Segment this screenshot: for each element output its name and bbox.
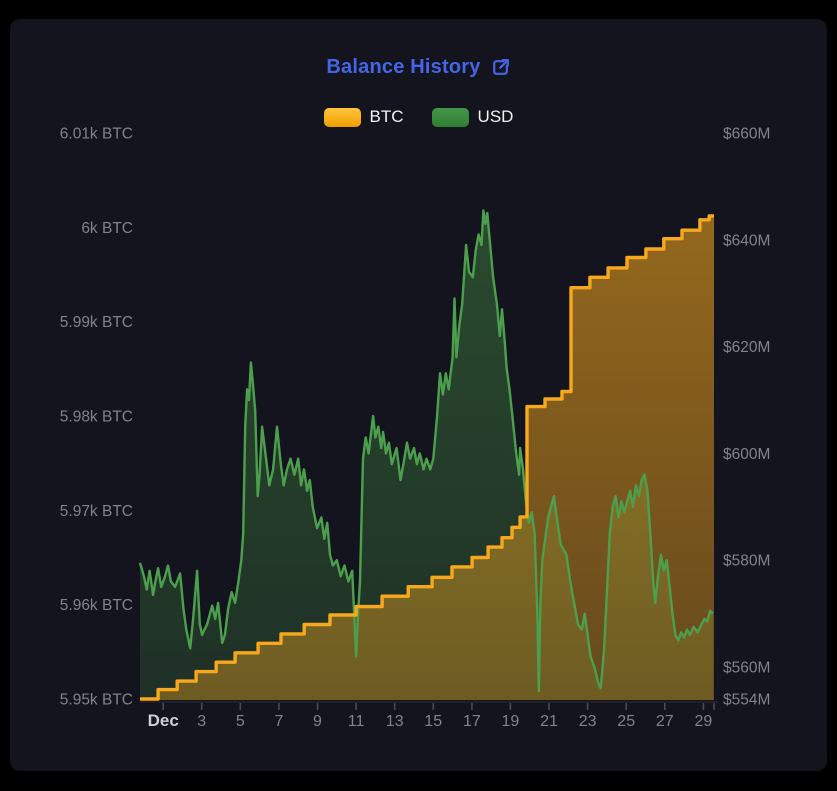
x-axis-labels: Dec 3 5 7 9 11 13 15 17 19 21 23 25 27 29	[148, 703, 715, 730]
x-axis-label: 29	[695, 713, 713, 730]
usd-axis-label: $560M	[723, 660, 770, 677]
x-axis-label: 23	[579, 713, 597, 730]
btc-swatch-icon	[323, 107, 361, 127]
y-axis-left-labels: 6.01k BTC 6k BTC 5.99k BTC 5.98k BTC 5.97k B…	[60, 126, 133, 709]
page-title[interactable]: Balance History	[326, 56, 481, 78]
btc-axis-label: 5.97k BTC	[60, 503, 133, 520]
usd-area	[140, 210, 713, 700]
x-axis-label: 21	[540, 713, 558, 730]
external-link-icon[interactable]	[490, 57, 511, 78]
chart-header: Balance History	[0, 56, 837, 79]
btc-axis-label: 6k BTC	[81, 220, 133, 237]
btc-axis-label: 5.99k BTC	[60, 314, 133, 331]
legend-item-btc[interactable]: BTC	[323, 107, 404, 127]
usd-axis-label: $660M	[723, 126, 770, 143]
x-axis-label: 5	[236, 713, 245, 730]
x-axis-label: 3	[197, 713, 206, 730]
x-axis-label: Dec	[148, 711, 179, 730]
chart-legend: BTC USD	[0, 107, 837, 127]
btc-axis-label: 6.01k BTC	[60, 126, 133, 143]
btc-line	[140, 214, 714, 701]
usd-axis-label: $554M	[723, 692, 770, 709]
usd-axis-label: $640M	[723, 232, 770, 249]
btc-axis-label: 5.98k BTC	[60, 409, 133, 426]
x-axis-label: 25	[617, 713, 635, 730]
x-axis-label: 15	[424, 713, 442, 730]
legend-label-usd: USD	[477, 107, 514, 126]
x-axis-label: 19	[502, 713, 520, 730]
x-axis-label: 7	[274, 713, 283, 730]
usd-swatch-icon	[431, 107, 469, 127]
legend-label-btc: BTC	[369, 107, 404, 126]
usd-axis-label: $620M	[723, 339, 770, 356]
usd-axis-label: $580M	[723, 553, 770, 570]
legend-item-usd[interactable]: USD	[431, 107, 514, 127]
y-axis-right-labels: $660M $640M $620M $600M $580M $560M $554M	[723, 126, 770, 709]
x-axis-label: 9	[313, 713, 322, 730]
x-axis-label: 17	[463, 713, 481, 730]
x-axis-label: 27	[656, 713, 674, 730]
x-axis-label: 13	[386, 713, 404, 730]
btc-axis-label: 5.95k BTC	[60, 692, 133, 709]
usd-line	[138, 209, 714, 693]
usd-axis-label: $600M	[723, 446, 770, 463]
btc-axis-label: 5.96k BTC	[60, 597, 133, 614]
x-axis-label: 11	[348, 713, 365, 730]
